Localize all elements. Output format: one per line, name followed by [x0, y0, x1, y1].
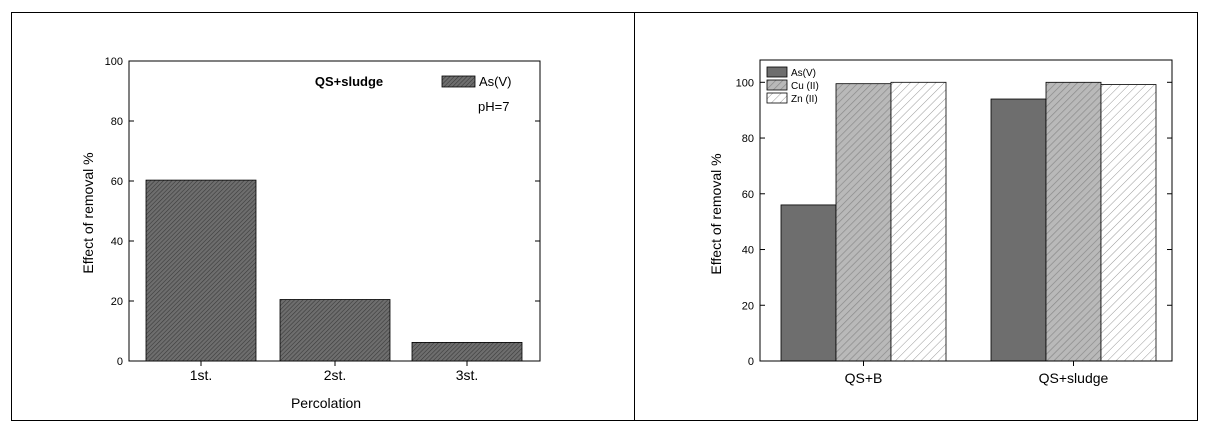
left-y-tick-label: 80: [111, 116, 123, 128]
left-legend-swatch-asv: [441, 75, 476, 88]
right-x-tick-label: QS+B: [845, 370, 883, 386]
right-y-tick-label: 40: [742, 245, 754, 257]
right-legend-swatch-cu: [766, 79, 788, 91]
left-bar-2st.: [279, 299, 391, 362]
left-annotation: QS+sludge: [315, 74, 383, 89]
left-y-tick-label: 60: [111, 176, 123, 188]
right-bar-QS+sludge-As(V): [990, 98, 1047, 362]
left-bar-3st.: [411, 341, 523, 362]
left-x-axis-label: Percolation: [291, 395, 361, 411]
left-bar-1st.: [145, 179, 257, 362]
left-x-tick-label: 2st.: [324, 367, 347, 383]
right-x-tick-label: QS+sludge: [1039, 370, 1109, 386]
left-x-tick-label: 3st.: [456, 367, 479, 383]
right-bar-QS+sludge-Zn (II): [1100, 84, 1157, 362]
left-y-tick-label: 0: [117, 356, 123, 368]
right-y-tick-label: 0: [748, 356, 754, 368]
right-bar-QS+B-Zn (II): [890, 81, 947, 362]
left-legend-label-asv: As(V): [479, 74, 512, 89]
left-y-ticks: 0 20 40 60 80 100: [105, 56, 540, 368]
right-y-axis-label: Effect of removal %: [708, 153, 724, 274]
left-y-axis-label: Effect of removal %: [80, 152, 96, 273]
left-y-tick-label: 100: [105, 56, 123, 68]
right-x-ticks: QS+B QS+sludge: [845, 361, 1109, 386]
right-y-ticks: 0 20 40 60 80 100: [736, 77, 1172, 368]
right-y-tick-label: 100: [736, 77, 754, 89]
left-y-tick-label: 20: [111, 296, 123, 308]
right-legend-label-cu: Cu (II): [791, 81, 819, 92]
right-bar-QS+B-Cu (II): [835, 83, 892, 362]
left-y-tick-label: 40: [111, 236, 123, 248]
right-chart: 0 20 40 60 80 100 QS+B QS+sludge Effect of rem…: [708, 59, 1173, 386]
right-bar-QS+sludge-Cu (II): [1045, 81, 1102, 362]
right-legend-label-asv: As(V): [791, 68, 816, 79]
right-y-tick-label: 20: [742, 300, 754, 312]
right-bars: [780, 81, 1157, 362]
right-plot-frame: [759, 59, 1173, 362]
right-legend-swatch-zn: [766, 92, 788, 104]
left-x-ticks: 1st. 2st. 3st.: [190, 361, 479, 383]
right-legend-swatch-asv: [766, 66, 788, 78]
left-x-tick-label: 1st.: [190, 367, 213, 383]
right-y-tick-label: 60: [742, 189, 754, 201]
left-legend: As(V) pH=7: [441, 74, 512, 114]
left-chart: 0 20 40 60 80 100 1st. 2st. 3st. Effect of remo…: [80, 56, 541, 411]
right-legend-label-zn: Zn (II): [791, 94, 818, 105]
right-bar-QS+B-As(V): [780, 204, 837, 362]
left-ph-note: pH=7: [478, 99, 509, 114]
right-y-tick-label: 80: [742, 133, 754, 145]
right-legend: As(V) Cu (II) Zn (II): [766, 66, 819, 105]
left-bars: [145, 179, 523, 362]
